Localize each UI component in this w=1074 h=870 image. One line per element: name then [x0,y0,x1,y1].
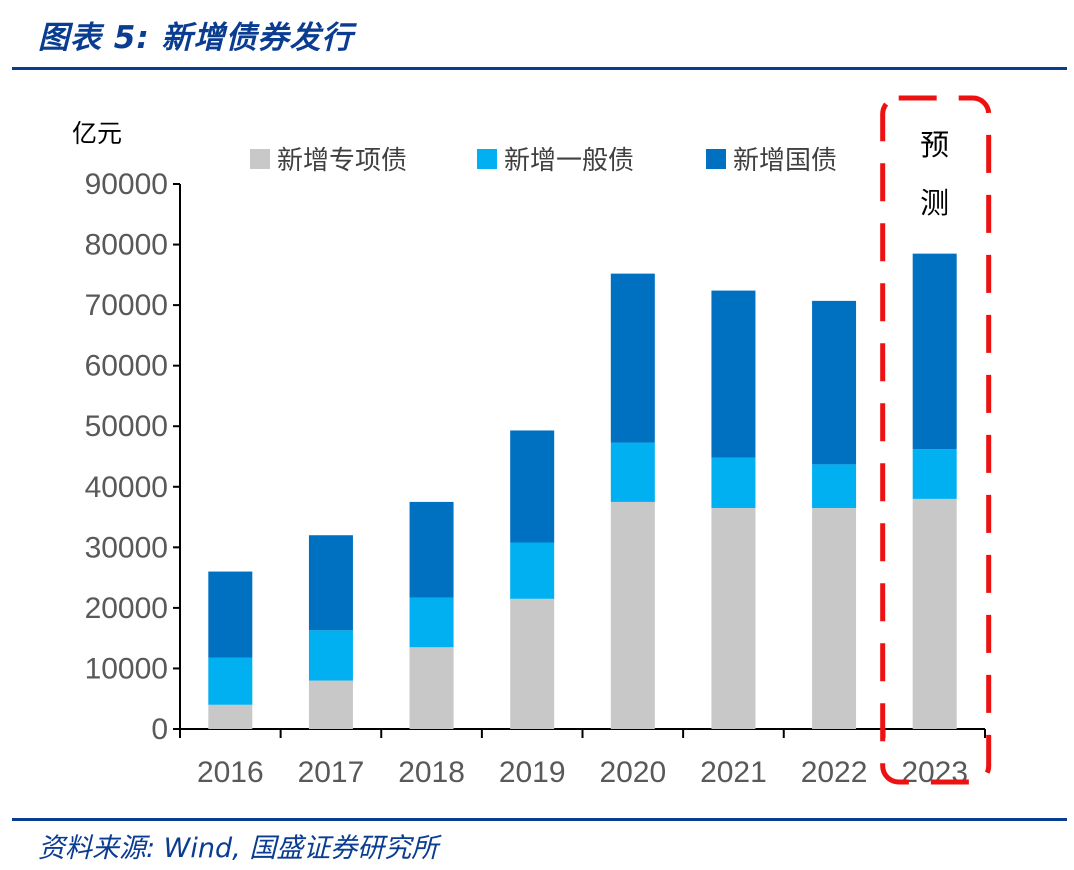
source-note: 资料来源: Wind, 国盛证券研究所 [38,833,439,864]
bar-segment [510,598,555,729]
bar-segment [912,498,957,729]
bar-segment [409,501,454,598]
x-tick-label: 2018 [398,756,465,789]
top-rule [12,67,1067,70]
y-tick-label: 60000 [85,350,168,383]
forecast-label-2: 测 [920,186,949,220]
legend-label: 新增国债 [733,146,837,176]
y-tick-label: 40000 [85,471,168,504]
y-unit-label: 亿元 [72,119,122,148]
bar-segment [308,630,353,681]
figure-title: 图表 5: 新增债券发行 [38,20,354,56]
bar-segment [912,449,957,499]
y-tick-label: 30000 [85,531,168,564]
bar-segment [308,535,353,631]
bar-segment [912,253,957,450]
legend-label: 新增一般债 [504,146,634,176]
x-tick-label: 2021 [700,756,767,789]
y-tick-label: 0 [151,713,168,746]
bar-segment [510,430,555,543]
bar-segment [711,290,756,458]
legend-swatch [250,149,270,169]
x-tick-label: 2019 [499,756,566,789]
bottom-rule [12,818,1067,821]
x-tick-label: 2020 [599,756,666,789]
x-tick-label: 2017 [298,756,365,789]
y-tick-label: 20000 [85,592,168,625]
legend-swatch [706,149,726,169]
bar-segment [711,507,756,729]
bar-segment [409,647,454,729]
bar-segment [308,680,353,729]
bar-segment [510,542,555,599]
forecast-box [880,95,992,785]
forecast-label-1: 预 [920,128,949,162]
y-tick-label: 90000 [85,168,168,201]
bar-segment [711,457,756,508]
legend-swatch [477,149,497,169]
x-tick-label: 2016 [197,756,264,789]
stacked-bar-chart: 亿元 0 10000 20000 30000 40000 50000 60000 70000 80… [72,95,992,789]
y-tick-label: 50000 [85,410,168,443]
bar-segment [208,657,253,705]
y-tick-label: 70000 [85,289,168,322]
x-tick-label: 2022 [801,756,868,789]
bar-segment [610,442,655,502]
bar-segment [409,597,454,648]
y-tick-label: 80000 [85,229,168,262]
bar-segment [610,501,655,729]
bar-segment [208,571,253,658]
legend-label: 新增专项债 [277,146,407,176]
bar-segment [812,300,857,465]
bar-segment [812,507,857,729]
bar-segment [208,704,253,729]
bar-segment [610,273,655,443]
y-tick-label: 10000 [85,652,168,685]
bar-segment [812,464,857,508]
